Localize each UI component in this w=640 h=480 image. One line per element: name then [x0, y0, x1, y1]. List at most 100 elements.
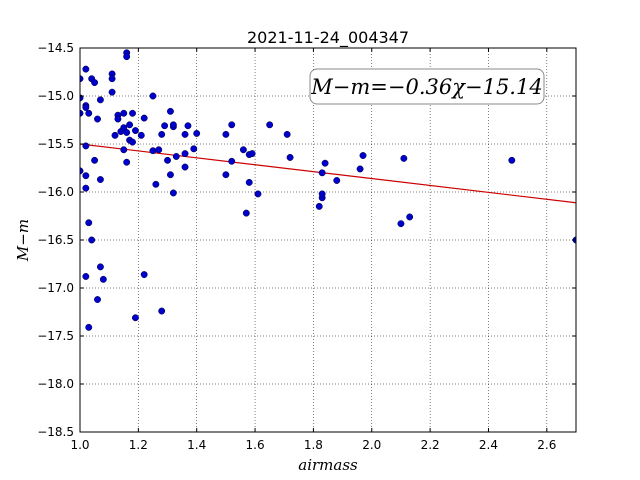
- data-point: [96, 96, 104, 104]
- y-tick-label: −18.5: [37, 425, 74, 439]
- data-point: [239, 146, 247, 154]
- data-point: [126, 121, 134, 129]
- data-point: [120, 146, 128, 154]
- data-point: [222, 171, 230, 179]
- data-point: [193, 129, 201, 137]
- data-point: [315, 202, 323, 210]
- data-point: [129, 109, 136, 117]
- data-point: [108, 75, 116, 83]
- data-point: [158, 307, 166, 315]
- data-point: [85, 323, 93, 331]
- data-point: [158, 130, 166, 138]
- data-point: [266, 121, 274, 129]
- data-point: [111, 131, 119, 139]
- fit-equation-box: M−m=−0.36χ−15.14: [309, 68, 545, 105]
- data-point: [181, 130, 189, 138]
- data-point: [88, 236, 96, 244]
- data-point: [181, 150, 189, 158]
- data-point: [228, 157, 236, 165]
- data-point: [181, 163, 189, 171]
- data-point: [91, 79, 99, 87]
- data-point: [94, 296, 101, 303]
- fit-line: [79, 143, 577, 204]
- data-point: [222, 130, 230, 138]
- x-tick-label: 1.0: [70, 438, 89, 452]
- chart-title: 2021-11-24_004347: [247, 28, 409, 48]
- data-point: [164, 156, 171, 164]
- y-tick-label: −15.5: [37, 137, 74, 151]
- y-tick-label: −18.0: [37, 377, 74, 391]
- data-point: [161, 122, 169, 130]
- x-tick-label: 2.6: [537, 438, 556, 452]
- data-point: [248, 150, 256, 158]
- data-point: [333, 177, 341, 184]
- data-point: [169, 189, 177, 197]
- data-point: [356, 165, 364, 173]
- fit-line-layer: [79, 143, 577, 204]
- y-tick-label: −14.5: [37, 41, 74, 55]
- y-tick-label: −16.5: [37, 233, 74, 247]
- data-point: [359, 152, 367, 159]
- data-point: [397, 220, 405, 228]
- data-point: [190, 145, 198, 153]
- x-tick-label: 1.4: [187, 438, 206, 452]
- data-point: [82, 142, 90, 150]
- data-point: [82, 172, 90, 180]
- x-tick-label: 1.8: [304, 438, 323, 452]
- data-point: [254, 190, 262, 198]
- y-tick-label: −15.0: [37, 89, 74, 103]
- data-point: [184, 122, 192, 130]
- data-point: [85, 219, 93, 227]
- data-point: [96, 263, 104, 271]
- x-tick-label: 2.2: [421, 438, 440, 452]
- data-point: [94, 115, 101, 123]
- x-tick-label: 1.2: [129, 438, 148, 452]
- data-point: [169, 121, 177, 129]
- data-point: [82, 65, 90, 73]
- data-point: [321, 159, 329, 167]
- axis-ticks: 1.0 1.2 1.4 1.6 1.8 2.0 2.2 2.4 2.6 −14.5 −15.0 −15…: [37, 41, 576, 452]
- data-point: [123, 158, 131, 166]
- data-point: [108, 88, 116, 96]
- data-points: [80, 49, 576, 331]
- data-point: [140, 271, 148, 279]
- data-point: [129, 138, 136, 146]
- data-point: [85, 109, 93, 117]
- y-tick-label: −17.5: [37, 329, 74, 343]
- x-axis-label: airmass: [298, 456, 358, 474]
- x-tick-label: 2.4: [479, 438, 498, 452]
- data-point: [172, 153, 180, 160]
- data-point: [131, 127, 139, 135]
- data-point: [155, 146, 163, 154]
- data-point: [152, 180, 160, 188]
- data-point: [245, 178, 253, 186]
- y-axis-label: M−m: [14, 219, 32, 262]
- data-point: [82, 273, 90, 280]
- data-point: [114, 115, 122, 123]
- x-tick-label: 1.6: [246, 438, 265, 452]
- data-point: [140, 114, 148, 122]
- data-point: [508, 156, 516, 164]
- fit-equation: M−m=−0.36χ−15.14: [310, 75, 542, 99]
- y-tick-label: −16.0: [37, 185, 74, 199]
- y-tick-label: −17.0: [37, 281, 74, 295]
- data-point: [283, 130, 291, 138]
- data-point: [166, 171, 174, 179]
- data-point: [137, 131, 145, 139]
- axes-frame: [79, 47, 577, 433]
- data-point: [123, 53, 131, 61]
- annotation-box: [309, 68, 545, 105]
- data-point: [242, 209, 250, 217]
- data-point: [82, 104, 90, 111]
- data-point: [286, 153, 294, 161]
- data-point: [82, 184, 90, 192]
- data-point: [149, 92, 157, 100]
- data-point: [318, 190, 326, 198]
- data-point: [400, 154, 408, 162]
- data-point: [318, 169, 326, 177]
- data-point: [96, 176, 104, 183]
- data-point: [91, 156, 99, 164]
- data-point: [99, 275, 107, 283]
- data-point: [120, 109, 128, 117]
